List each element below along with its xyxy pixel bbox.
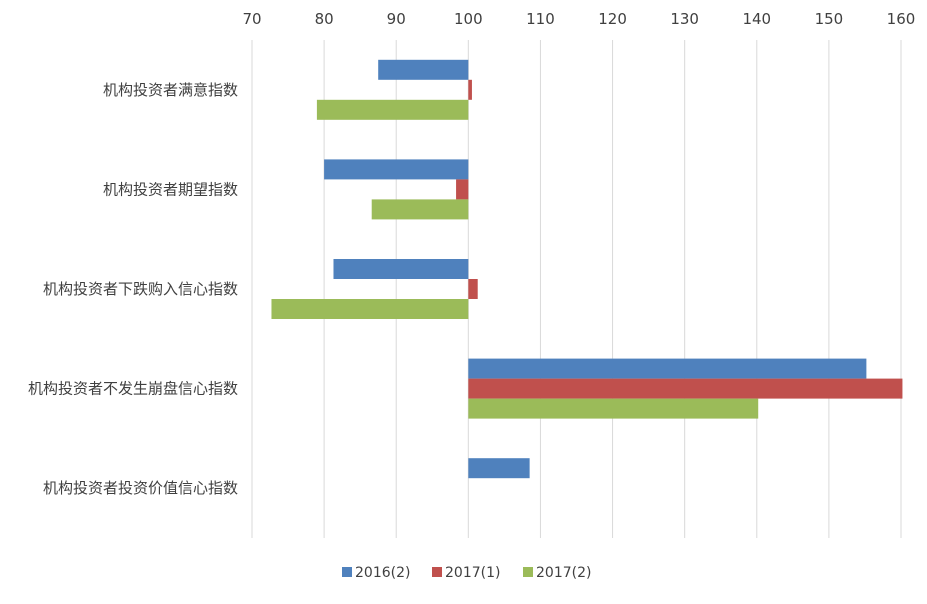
x-tick-label: 120 [598,10,627,28]
x-tick-label: 140 [742,10,771,28]
x-tick-label: 90 [387,10,406,28]
bar-2017(1)-2 [468,279,478,299]
bar-2017(2)-1 [371,199,469,220]
bar-2017(2)-2 [271,299,469,319]
legend-swatch-2017(2) [523,567,533,577]
bar-2017(2)-3 [468,398,759,419]
x-tick-label: 80 [315,10,334,28]
category-labels: 机构投资者满意指数机构投资者期望指数机构投资者下跌购入信心指数机构投资者不发生崩… [28,81,238,497]
bar-2016(2)-4 [468,458,530,479]
category-label: 机构投资者不发生崩盘信心指数 [28,380,238,398]
bar-2017(1)-3 [468,378,903,399]
x-tick-label: 110 [526,10,555,28]
bar-2016(2)-2 [333,259,469,279]
bars [271,59,903,479]
bar-2016(2)-1 [324,159,469,180]
category-label: 机构投资者投资价值信心指数 [43,479,238,497]
bar-2016(2)-3 [468,358,867,379]
legend: 2016(2) 2017(1) 2017(2) [342,565,591,581]
bar-2017(2)-0 [316,99,469,120]
category-label: 机构投资者期望指数 [103,180,238,198]
x-tick-label: 130 [670,10,699,28]
bar-2017(1)-1 [456,179,469,200]
bar-2016(2)-0 [378,59,469,80]
x-axis-ticks: 70 80 90 100 110 120 130 140 150 160 [242,10,915,28]
legend-label: 2017(1) [445,565,500,581]
x-tick-label: 100 [454,10,483,28]
x-tick-label: 150 [815,10,844,28]
gridlines [251,40,902,538]
x-tick-label: 160 [887,10,916,28]
category-label: 机构投资者下跌购入信心指数 [43,280,238,298]
legend-swatch-2017(1) [432,567,442,577]
bar-2017(1)-0 [468,79,472,100]
legend-label: 2017(2) [536,565,591,581]
category-label: 机构投资者满意指数 [103,81,238,99]
legend-label: 2016(2) [355,565,410,581]
x-tick-label: 70 [242,10,261,28]
legend-swatch-2016(2) [342,567,352,577]
